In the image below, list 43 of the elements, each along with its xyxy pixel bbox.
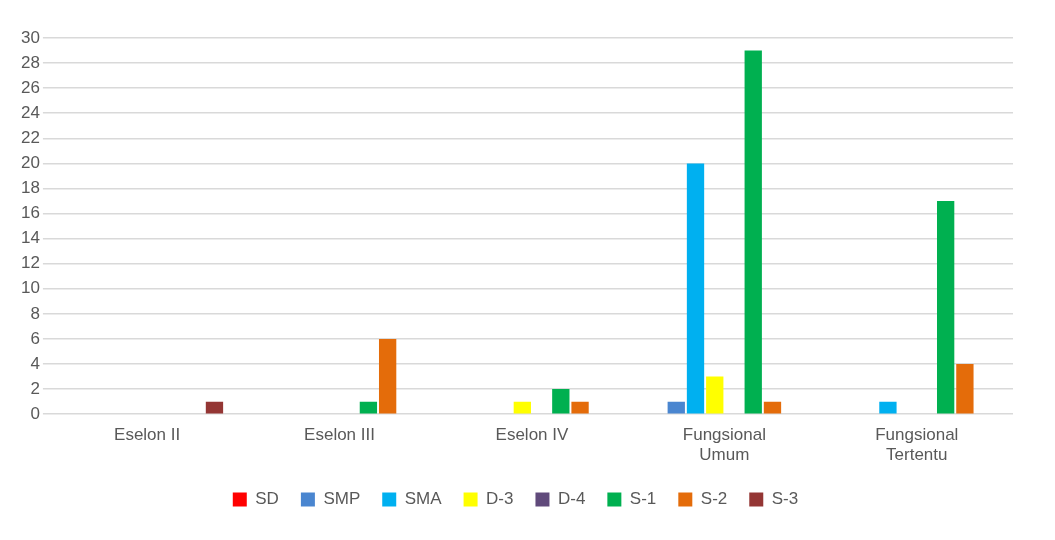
bar — [686, 163, 705, 414]
bar — [378, 338, 397, 414]
y-tick-label: 26 — [20, 77, 40, 97]
bar — [744, 50, 762, 414]
y-tick-label: 24 — [20, 102, 40, 122]
y-tick-label: 8 — [30, 303, 40, 323]
y-tick-label: 30 — [20, 27, 40, 47]
y-tick-label: 20 — [20, 153, 40, 173]
y-tick-label: 6 — [30, 328, 40, 348]
bar — [706, 376, 724, 414]
y-tick-label: 16 — [20, 203, 40, 223]
legend-label: SD — [255, 489, 279, 509]
bar — [205, 401, 224, 414]
y-tick-label: 0 — [30, 403, 40, 423]
bar — [552, 389, 570, 414]
y-tick-label: 12 — [20, 253, 40, 273]
x-tick-label: Fungsional Tertentu — [875, 425, 959, 465]
legend-label: D-4 — [557, 489, 586, 509]
y-tick-label: 2 — [30, 378, 40, 398]
bar — [956, 364, 974, 414]
legend-label: D-3 — [486, 489, 514, 509]
legend-label: SMP — [323, 489, 361, 509]
bar — [763, 401, 782, 414]
x-tick-label: Eselon IV — [495, 425, 569, 445]
bar — [359, 401, 378, 414]
legend-label: SMA — [404, 489, 443, 509]
bar — [571, 401, 589, 414]
x-tick-label: Eselon III — [304, 425, 375, 445]
y-tick-label: 4 — [30, 353, 40, 373]
x-tick-label: Fungsional Umum — [682, 425, 766, 465]
bar — [513, 401, 531, 414]
bar — [667, 401, 685, 414]
bar — [937, 201, 955, 414]
y-tick-label: 28 — [20, 52, 40, 72]
bar — [879, 401, 897, 414]
legend-label: S-1 — [629, 489, 657, 509]
legend-label: S-2 — [700, 489, 728, 509]
y-tick-label: 10 — [20, 278, 40, 298]
y-tick-label: 14 — [20, 228, 40, 248]
x-tick-label: Eselon II — [114, 425, 181, 445]
legend-label: S-3 — [771, 489, 799, 509]
y-tick-label: 22 — [20, 128, 40, 148]
y-tick-label: 18 — [20, 178, 40, 198]
